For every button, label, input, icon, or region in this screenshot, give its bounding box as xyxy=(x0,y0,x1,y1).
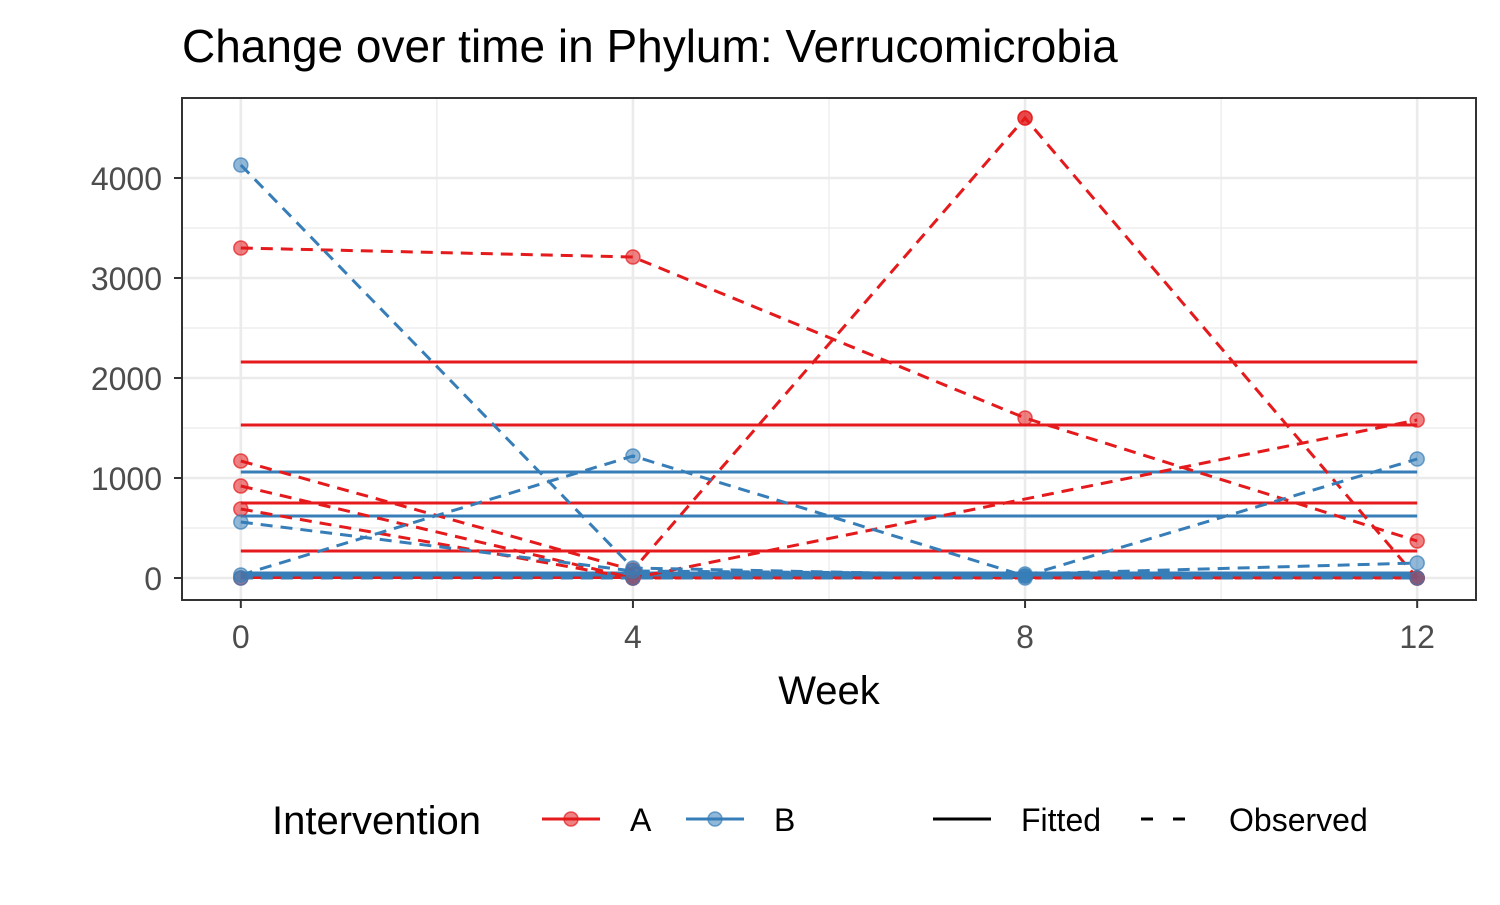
observed-point-A xyxy=(625,249,641,265)
x-tick-label: 4 xyxy=(624,619,642,655)
legend-key-point-B xyxy=(707,811,723,827)
y-tick-label: 1000 xyxy=(91,461,162,497)
observed-point-B xyxy=(233,570,249,586)
legend-label-B: B xyxy=(774,802,795,838)
y-tick-label: 0 xyxy=(144,561,162,597)
axis-layer: 0 1000 2000 3000 4000 0 4 8 12 xyxy=(91,161,1435,655)
observed-point-B xyxy=(233,514,249,530)
chart-title: Change over time in Phylum: Verrucomicro… xyxy=(182,20,1118,72)
observed-point-A xyxy=(1409,533,1425,549)
legend-key-point-A xyxy=(563,811,579,827)
observed-point-B xyxy=(1409,451,1425,467)
x-tick-label: 8 xyxy=(1016,619,1034,655)
x-axis-label: Week xyxy=(778,669,881,713)
observed-point-A xyxy=(233,478,249,494)
y-tick-label: 4000 xyxy=(91,161,162,197)
x-tick-label: 0 xyxy=(232,619,250,655)
observed-point-B xyxy=(1409,555,1425,571)
observed-point-B xyxy=(233,157,249,173)
observed-point-A xyxy=(233,240,249,256)
x-tick-label: 12 xyxy=(1399,619,1435,655)
panel-border xyxy=(181,97,1477,601)
observed-point-B xyxy=(1017,570,1033,586)
observed-line-B xyxy=(240,454,1418,578)
legend-label-observed: Observed xyxy=(1229,802,1368,838)
observed-point-A xyxy=(233,501,249,517)
observed-point-B xyxy=(625,570,641,586)
observed-points-layer xyxy=(233,110,1425,586)
observed-point-A xyxy=(1017,110,1033,126)
legend-label-fitted: Fitted xyxy=(1021,802,1101,838)
observed-line-A xyxy=(240,507,1418,580)
observed-line-B xyxy=(240,520,1418,576)
legend-linetype-items: Fitted Observed xyxy=(933,802,1368,838)
observed-point-B xyxy=(1409,570,1425,586)
observed-point-A xyxy=(233,453,249,469)
observed-point-B xyxy=(625,448,641,464)
y-tick-label: 3000 xyxy=(91,261,162,297)
observed-line-A xyxy=(240,246,1418,543)
observed-point-A xyxy=(1017,410,1033,426)
observed-point-A xyxy=(1409,412,1425,428)
legend-label-A: A xyxy=(630,802,652,838)
legend-group-title: Intervention xyxy=(272,799,481,843)
y-tick-label: 2000 xyxy=(91,361,162,397)
